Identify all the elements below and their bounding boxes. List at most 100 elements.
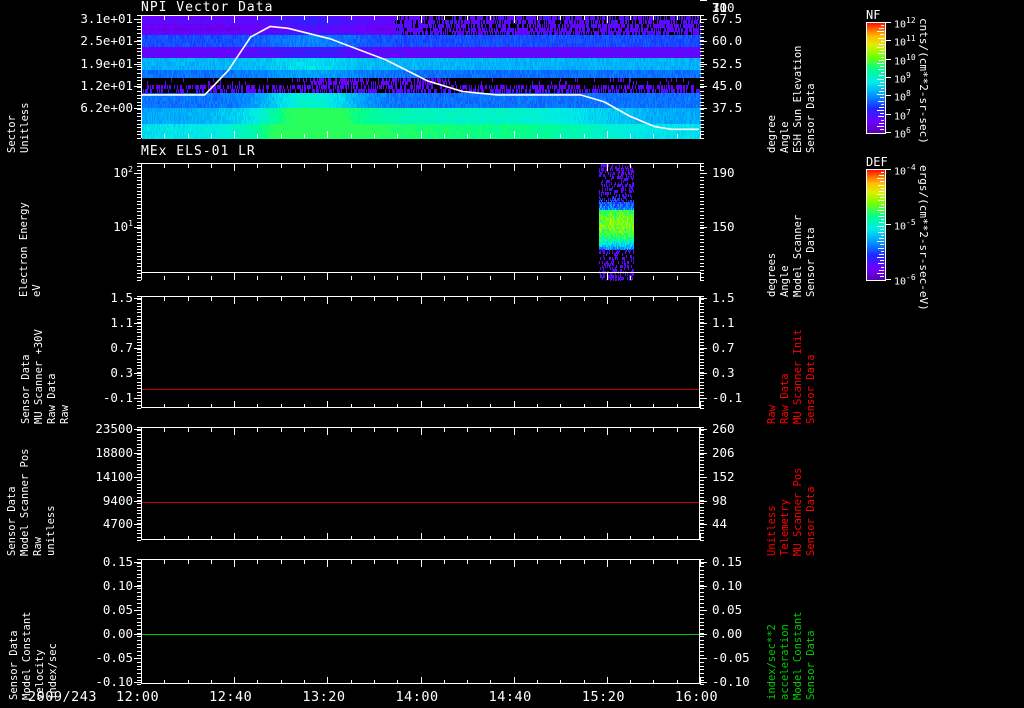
- x-tick-top: [351, 16, 352, 20]
- axis-title-line: Model Scanner: [792, 214, 804, 297]
- x-tick-top: [560, 164, 561, 168]
- y-tick-minor: [137, 570, 141, 571]
- x-tick-bottom: [421, 273, 422, 280]
- colorbar-minor-tick: [877, 79, 884, 80]
- x-tick-bottom: [467, 536, 468, 540]
- y-tick-minor: [137, 614, 141, 615]
- y-tick-major: [134, 562, 141, 563]
- y-tick-minor-right: [700, 80, 704, 81]
- y-tick-major: [134, 41, 141, 42]
- x-tick-top: [584, 560, 585, 564]
- x-tick-top: [560, 560, 561, 564]
- y-tick-minor: [137, 306, 141, 307]
- y-tick-minor-right: [700, 184, 704, 185]
- y-tick-minor-right: [700, 228, 704, 229]
- colorbar-tick-label: 107: [894, 107, 911, 122]
- y-tick-minor-right: [700, 19, 704, 20]
- x-tick-top: [560, 428, 561, 432]
- y-tick-label-right: 67.5: [712, 11, 743, 27]
- x-tick-bottom: [234, 677, 235, 684]
- y-tick-minor: [137, 342, 141, 343]
- y-tick-major-right: [700, 682, 707, 683]
- y-tick-minor: [137, 470, 141, 471]
- y-tick-minor-right: [700, 658, 704, 659]
- y-tick-minor: [137, 259, 141, 260]
- x-tick-bottom: [537, 536, 538, 540]
- x-tick-top: [234, 560, 235, 567]
- y-tick-minor-right: [700, 256, 704, 257]
- y-tick-minor: [137, 480, 141, 481]
- x-tick-bottom: [630, 680, 631, 684]
- y-tick-minor-right: [700, 533, 704, 534]
- x-tick-bottom: [467, 134, 468, 138]
- y-tick-minor-right: [700, 527, 704, 528]
- y-tick-minor-right: [700, 655, 704, 656]
- x-tick-bottom: [677, 680, 678, 684]
- y-tick-minor: [137, 588, 141, 589]
- x-tick-bottom: [490, 134, 491, 138]
- x-tick-bottom: [584, 536, 585, 540]
- x-tick-bottom: [281, 404, 282, 408]
- y-tick-minor-right: [700, 299, 704, 300]
- x-tick-bottom: [351, 134, 352, 138]
- colorbar-minor-tick: [877, 257, 884, 258]
- y-tick-label-right: 190: [712, 164, 735, 180]
- y-tick-minor: [137, 540, 141, 541]
- x-tick-bottom: [164, 134, 165, 138]
- y-tick-minor: [137, 316, 141, 317]
- x-tick-top: [677, 164, 678, 168]
- y-tick-minor-right: [700, 563, 704, 564]
- x-tick-top: [164, 560, 165, 564]
- y-tick-minor-right: [700, 447, 704, 448]
- x-tick-top: [141, 164, 142, 171]
- x-tick-bottom: [164, 680, 165, 684]
- colorbar-minor-tick: [880, 181, 884, 182]
- y-tick-minor-right: [700, 355, 704, 356]
- x-tick-bottom: [304, 680, 305, 684]
- x-tick-top: [281, 297, 282, 301]
- time-tick-label: 15:20: [581, 689, 625, 705]
- x-tick-bottom: [444, 276, 445, 280]
- y-tick-minor-right: [700, 484, 704, 485]
- x-tick-bottom: [351, 276, 352, 280]
- y-tick-minor: [137, 256, 141, 257]
- y-tick-major-right: [700, 634, 707, 635]
- y-tick-minor: [137, 180, 141, 181]
- y-tick-minor: [137, 215, 141, 216]
- y-tick-minor: [137, 197, 141, 198]
- x-tick-top: [257, 164, 258, 168]
- y-tick-minor: [137, 610, 141, 611]
- y-tick-minor-right: [700, 270, 704, 271]
- y-tick-minor-right: [700, 259, 704, 260]
- x-tick-bottom: [374, 680, 375, 684]
- x-tick-bottom: [281, 134, 282, 138]
- y-tick-minor: [137, 447, 141, 448]
- y-tick-minor-right: [700, 309, 704, 310]
- x-tick-top: [607, 16, 608, 23]
- x-tick-bottom: [257, 536, 258, 540]
- y-tick-minor-right: [700, 33, 704, 34]
- y-tick-minor: [137, 599, 141, 600]
- x-tick-bottom: [211, 404, 212, 408]
- y-tick-minor-right: [700, 177, 704, 178]
- x-tick-top: [374, 560, 375, 564]
- x-tick-bottom: [281, 536, 282, 540]
- y-tick-minor-right: [700, 378, 704, 379]
- colorbar-minor-tick: [879, 44, 884, 45]
- time-tick-label: 14:40: [488, 689, 532, 705]
- y-tick-label: 4700: [102, 516, 133, 532]
- x-tick-bottom: [211, 680, 212, 684]
- x-tick-top: [607, 560, 608, 567]
- y-tick-minor-right: [700, 173, 704, 174]
- colorbar-minor-tick: [879, 207, 884, 208]
- x-tick-bottom: [490, 276, 491, 280]
- y-tick-major-right: [700, 298, 707, 299]
- y-tick-label-right: 98: [712, 492, 728, 508]
- y-tick-minor: [137, 173, 141, 174]
- y-tick-label: -0.1: [102, 390, 133, 406]
- x-tick-top: [537, 560, 538, 564]
- y-tick-major: [134, 524, 141, 525]
- y-tick-label-right: 152: [712, 468, 735, 484]
- colorbar-minor-tick: [879, 75, 884, 76]
- x-tick-top: [537, 297, 538, 301]
